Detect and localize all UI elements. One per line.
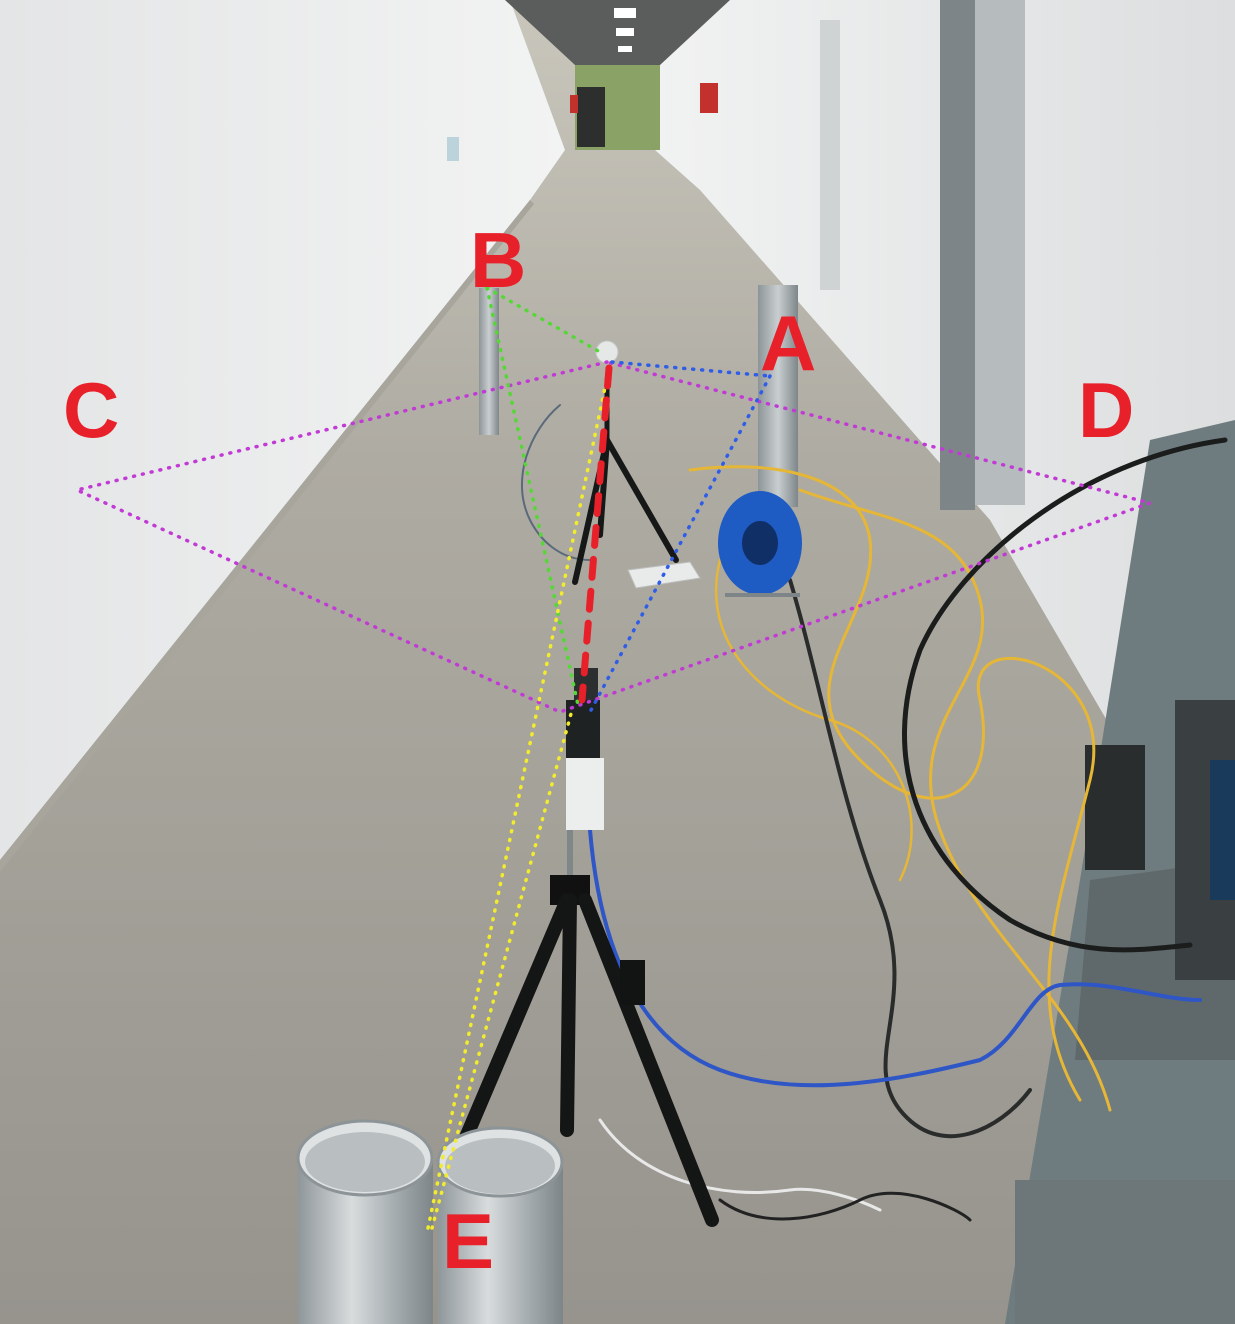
pipe-left-inside	[305, 1132, 425, 1192]
black-cable-floor	[718, 1191, 972, 1222]
label-b: B	[470, 216, 526, 304]
measurement-overlay	[71, 286, 1156, 1230]
label-a: A	[760, 299, 816, 387]
blue-path-a	[610, 360, 772, 378]
dark-cable-2	[901, 437, 1228, 953]
rack-frame	[1005, 420, 1235, 1324]
yellow-cable-1	[688, 465, 1096, 1102]
thin-gray-cable	[521, 404, 591, 561]
yellow-path-e-1	[426, 376, 609, 1230]
blue-path-a-down	[588, 374, 772, 714]
green-path-b	[485, 286, 602, 354]
foreground-pipes	[296, 1119, 564, 1324]
red-direct-path	[578, 364, 613, 704]
yellow-cable-3	[714, 558, 913, 882]
right-door-panel	[975, 0, 1025, 505]
fire-extinguisher-cabinet-left	[570, 95, 578, 113]
post-b	[479, 288, 499, 435]
far-antenna	[595, 340, 619, 364]
right-door-recess	[820, 20, 840, 290]
label-c: C	[63, 366, 119, 454]
left-baseboard	[0, 200, 534, 872]
ceiling-lights	[614, 8, 636, 52]
right-door-frame	[940, 0, 975, 510]
wall-poster	[447, 137, 459, 161]
left-wall	[0, 0, 565, 860]
dark-cable-1	[788, 578, 1032, 1139]
reel-inner	[742, 521, 778, 565]
green-path-b-down	[485, 286, 580, 707]
label-d: D	[1078, 366, 1134, 454]
rack-bracket	[1085, 745, 1145, 870]
near-tripod	[443, 827, 719, 1227]
yellow-path-e-2	[430, 708, 574, 1230]
yellow-cable-2	[798, 488, 1112, 1112]
label-e: E	[442, 1197, 494, 1285]
equipment-rack	[1005, 420, 1235, 1324]
end-door	[577, 87, 605, 147]
near-antenna-assembly	[566, 668, 604, 830]
white-cable	[598, 1118, 882, 1212]
point-labels: A B C D E	[63, 216, 1134, 1285]
rack-lower-shelf	[1015, 1180, 1235, 1324]
cable-reel	[718, 491, 802, 597]
far-tripod	[572, 340, 679, 585]
fire-extinguisher-cabinet-right	[700, 83, 718, 113]
pipe-right-inside	[445, 1138, 555, 1194]
magenta-plane-outline	[71, 360, 1156, 714]
floor-cables	[521, 404, 1228, 1222]
mount-bracket	[566, 758, 604, 830]
oscilloscope-screen	[1210, 760, 1235, 900]
